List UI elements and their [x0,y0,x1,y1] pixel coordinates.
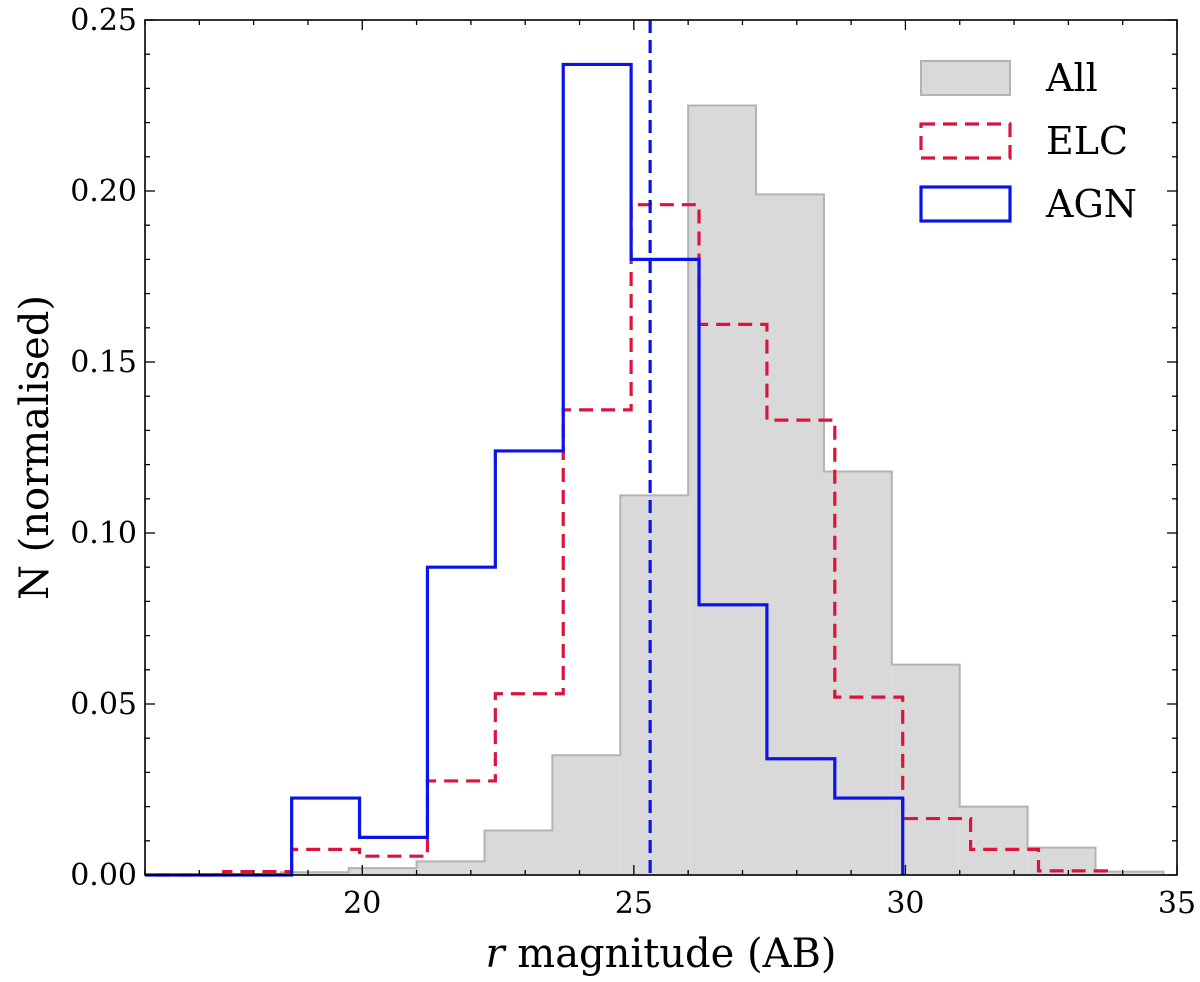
axis-tick-labels: 20 25 30 35 0.00 0.05 0.10 0.15 0.20 0.25 [70,3,1196,921]
legend-entry-agn: AGN [919,182,1137,226]
x-axis-label: r magnitude (AB) [485,931,836,977]
x-axis-label-text: magnitude (AB) [505,931,837,977]
plot-frame [144,19,1178,876]
x-axis-label-var: r [485,931,507,977]
x-tick-label: 20 [343,886,381,921]
outline-all [145,104,1165,876]
legend-entry-all: All [920,56,1098,100]
y-tick-label: 0.10 [70,516,137,551]
legend-label-elc: ELC [1046,119,1128,163]
series-agn [145,62,905,877]
y-tick-label: 0.25 [70,3,137,38]
bar-all-9 [756,194,824,876]
y-tick-label: 0.20 [70,174,137,209]
step-agn [145,62,905,877]
x-tick-label: 35 [1158,886,1196,921]
legend-swatch-elc [919,122,1012,160]
bar-all-5 [484,830,553,875]
bar-all-2 [280,872,349,875]
bar-all-7 [620,495,689,875]
x-tick-label: 25 [615,886,653,921]
y-tick-label: 0.05 [70,687,137,722]
legend-swatch-all [920,60,1011,96]
legend-label-all: All [1045,56,1098,100]
y-axis-label: N (normalised) [12,295,58,600]
bar-all-6 [552,755,621,875]
axis-ticks [144,19,1178,876]
x-tick-label: 30 [886,886,924,921]
series-elc [155,203,1108,877]
histogram-layer [145,62,1165,877]
bar-all-3 [348,868,417,875]
y-tick-label: 0.15 [70,345,137,380]
y-tick-label: 0.00 [70,858,137,893]
bar-all-14 [1095,871,1164,875]
series-all [145,104,1165,876]
bar-all-4 [416,861,485,875]
step-elc [155,203,1108,877]
legend-label-agn: AGN [1045,182,1137,226]
legend-swatch-agn [919,185,1012,223]
legend-entry-elc: ELC [919,119,1128,163]
legend: All ELC AGN [919,56,1137,226]
